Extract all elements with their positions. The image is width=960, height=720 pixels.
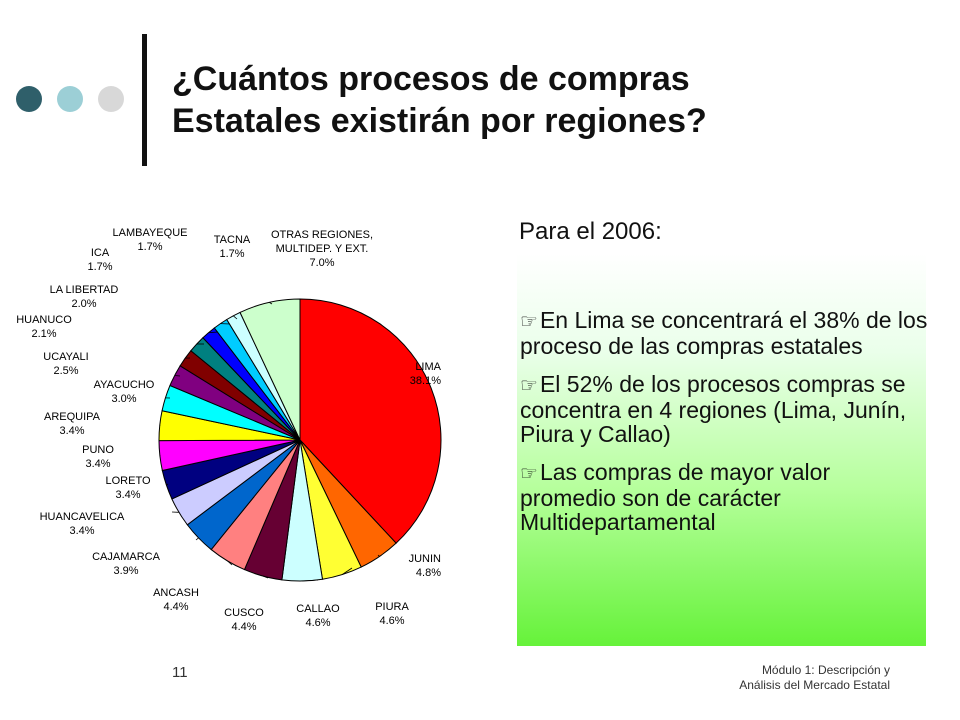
leader-line: [226, 560, 233, 566]
pointing-hand-icon: ☞: [520, 311, 538, 333]
slice-label: LAMBAYEQUE: [113, 227, 188, 239]
slice-value-label: 2.5%: [53, 365, 78, 377]
slice-value-label: 2.1%: [31, 328, 56, 340]
bullet-item: ☞En Lima se concentrará el 38% de los pr…: [520, 308, 930, 358]
slice-label: MULTIDEP. Y EXT.: [276, 243, 369, 255]
slice-label: HUANUCO: [16, 314, 72, 326]
slice-label: JUNIN: [409, 553, 441, 565]
slice-label: TACNA: [214, 234, 251, 246]
leader-line: [302, 579, 319, 582]
slice-value-label: 3.4%: [85, 458, 110, 470]
footer-text: Módulo 1: Descripción y Análisis del Mer…: [739, 663, 890, 693]
slice-value-label: 3.4%: [69, 525, 94, 537]
slice-label: PUNO: [82, 444, 114, 456]
slide-number: 11: [172, 664, 188, 681]
bullet-text: En Lima se concentrará el 38% de los pro…: [520, 307, 928, 359]
slice-label: CUSCO: [224, 607, 264, 619]
slice-label: OTRAS REGIONES,: [271, 229, 373, 241]
slice-label: ANCASH: [153, 587, 199, 599]
slice-label: LIMA: [415, 361, 441, 373]
slice-label: CAJAMARCA: [92, 551, 161, 563]
slice-value-label: 3.4%: [59, 425, 84, 437]
slice-value-label: 1.7%: [219, 248, 244, 260]
slice-value-label: 1.7%: [137, 241, 162, 253]
pointing-hand-icon: ☞: [520, 463, 538, 485]
footer-line1: Módulo 1: Descripción y: [761, 663, 890, 677]
pie-chart: LIMA 38.1% JUNIN 4.8% PIURA 4.6% CALLAO 4.6% CUS…: [16, 227, 442, 633]
slice-value-label: 3.9%: [113, 565, 138, 577]
pointing-hand-icon: ☞: [520, 375, 538, 397]
slice-value-label: 4.6%: [379, 615, 404, 627]
slice-label: HUANCAVELICA: [40, 511, 125, 523]
slice-label: AYACUCHO: [94, 379, 155, 391]
slice-label: LA LIBERTAD: [50, 284, 119, 296]
leader-line: [269, 302, 273, 305]
slice-value-label: 3.4%: [115, 489, 140, 501]
leader-line: [208, 331, 219, 334]
slice-label: AREQUIPA: [44, 411, 101, 423]
decorative-dot-grey: [98, 86, 124, 112]
bullet-item: ☞Las compras de mayor valor promedio son…: [520, 460, 930, 534]
decorative-dot-dark: [16, 86, 42, 112]
slide-title-line1: ¿Cuántos procesos de compras: [172, 60, 690, 98]
slice-value-label: 4.4%: [231, 621, 256, 633]
leader-line: [166, 483, 169, 486]
slice-value-label: 2.0%: [71, 298, 96, 310]
slice-value-label: 7.0%: [309, 257, 334, 269]
leader-line: [342, 567, 353, 575]
bullet-list: ☞En Lima se concentrará el 38% de los pr…: [520, 308, 930, 548]
slice-value-label: 1.7%: [87, 261, 112, 273]
leader-line: [262, 575, 269, 579]
slice-label: CALLAO: [296, 603, 340, 615]
slide-title: ¿Cuántos procesos de compras Estatales e…: [172, 58, 952, 142]
title-divider: [142, 34, 147, 166]
leader-line: [377, 554, 380, 557]
slice-value-label: 4.8%: [416, 567, 441, 579]
slice-value-label: 4.6%: [305, 617, 330, 629]
bullet-item: ☞El 52% de los procesos compras se conce…: [520, 372, 930, 446]
slice-value-label: 3.0%: [111, 393, 136, 405]
slice-value-label: 38.1%: [410, 375, 441, 387]
pie-slice-lima: [299, 298, 442, 544]
intro-text: Para el 2006:: [519, 218, 662, 245]
bullet-text: El 52% de los procesos compras se concen…: [520, 371, 907, 447]
slice-label: ICA: [91, 247, 110, 259]
bullet-text: Las compras de mayor valor promedio son …: [520, 459, 831, 535]
footer-line2: Análisis del Mercado Estatal: [739, 678, 890, 692]
leader-line: [174, 375, 181, 377]
highlight-panel: [517, 254, 926, 646]
slide-title-line2: Estatales existirán por regiones?: [172, 102, 707, 140]
decorative-dot-light: [57, 86, 83, 112]
leader-line: [195, 537, 199, 541]
leader-line: [233, 315, 238, 320]
slice-label: PIURA: [375, 601, 409, 613]
slice-label: UCAYALI: [43, 351, 88, 363]
slice-label: LORETO: [105, 475, 150, 487]
slice-value-label: 4.4%: [163, 601, 188, 613]
